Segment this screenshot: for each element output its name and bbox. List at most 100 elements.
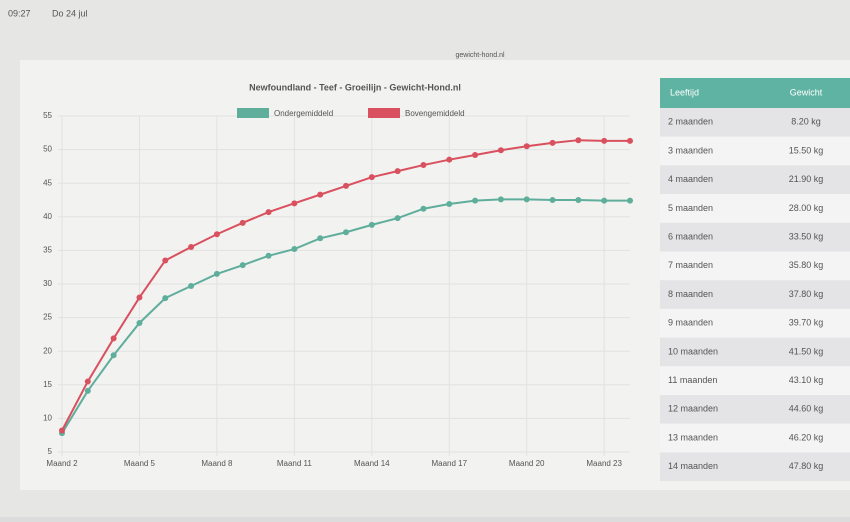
data-point [575,137,582,144]
table-cell: 47.80 kg [789,461,824,471]
data-point [84,378,91,385]
data-point [110,335,117,342]
x-tick-label: Maand 11 [277,459,313,468]
table-cell: 11 maanden [668,375,717,385]
data-point [265,252,272,259]
table-cell: 46.20 kg [789,432,824,442]
table-cell: 8.20 kg [791,117,821,127]
data-point [343,182,349,189]
table-cell: 35.80 kg [789,260,824,270]
x-tick-label: Maand 14 [354,459,390,468]
table-cell: 43.10 kg [789,375,824,385]
table-cell: 28.00 kg [789,203,824,213]
table-cell: 21.90 kg [789,174,824,184]
table-cell: 6 maanden [668,232,713,242]
table-header: Leeftijd [670,87,699,97]
data-point [162,295,169,302]
table-row-bg [660,222,850,252]
url[interactable]: gewicht-hond.nl [455,52,504,59]
table-cell: 41.50 kg [789,346,824,356]
data-point [446,201,453,208]
data-point [601,137,608,144]
table-cell: 4 maanden [668,174,713,184]
data-point [472,151,479,158]
table-header-bg [660,78,850,108]
data-point [265,209,272,216]
y-tick-label: 55 [43,111,52,120]
data-point [188,244,195,251]
data-point [420,162,427,169]
data-point [497,196,504,203]
table-row-bg [660,136,850,166]
data-point [575,197,582,203]
table-row-bg [660,194,850,223]
x-tick-label: Maand 5 [124,459,156,468]
table-cell: 44.60 kg [789,404,824,414]
data-point [368,174,375,181]
data-point [59,427,65,434]
data-point [420,205,427,212]
table-cell: 33.50 kg [789,232,824,242]
y-tick-label: 40 [43,212,52,221]
data-point [110,352,117,359]
data-point [84,387,91,394]
y-tick-label: 20 [43,346,52,355]
y-tick-label: 10 [43,414,52,423]
data-point [394,215,401,222]
data-point [549,139,556,146]
chart: 5 10 15 20 25 30 35 40 45 50 55 Maand 2 Maand 5 Maand… [43,108,633,468]
table-row-bg [660,165,850,195]
data-point [446,156,453,163]
table-cell: 39.70 kg [789,318,824,328]
table-row-bg [660,452,850,482]
table-cell: 5 maanden [668,203,713,213]
y-tick-label: 30 [43,279,52,288]
data-point [239,262,246,269]
x-tick-label: Maand 2 [46,459,78,468]
data-point [472,197,479,204]
table-row-bg [660,108,850,137]
table-cell: 37.80 kg [789,289,824,299]
status-date: Do 24 jul [52,8,88,18]
table-row-bg [660,337,850,367]
data-point [523,196,530,203]
table-cell: 7 maanden [668,260,713,270]
data-point [627,197,633,204]
table-cell: 2 maanden [668,117,713,127]
data-point [601,197,608,204]
data-point [162,257,169,264]
data-point [523,143,530,150]
data-point [213,270,220,277]
table-cell: 10 maanden [668,346,718,356]
data-point [368,221,375,228]
table-cell: 3 maanden [668,145,713,155]
y-tick-label: 15 [43,380,52,389]
table-cell: 14 maanden [668,461,718,471]
x-tick-label: Maand 23 [586,459,622,468]
table-cell: 12 maanden [668,404,718,414]
data-point [497,147,504,154]
data-point [213,231,220,238]
table-row-bg [660,251,850,281]
legend-label: Ondergemiddeld [274,109,333,118]
data-point [627,137,633,144]
table: Leeftijd Gewicht 2 maanden 8.20 kg 3 maanden… [660,78,850,482]
status-time: 09:27 [8,8,31,18]
legend-swatch [237,108,269,118]
table-row-bg [660,366,850,395]
table-cell: 9 maanden [668,318,713,328]
legend-label: Bovengemiddeld [405,109,465,118]
table-cell: 8 maanden [668,289,713,299]
x-tick-label: Maand 20 [509,459,545,468]
data-point [188,283,195,290]
data-point [291,200,298,207]
data-point [317,191,324,198]
table-row-bg [660,280,850,309]
table-row-bg [660,308,850,338]
x-tick-label: Maand 8 [201,459,233,468]
y-tick-label: 50 [43,145,52,154]
legend-swatch [368,108,400,118]
table-row-bg [660,395,850,424]
table-cell: 15.50 kg [789,145,824,155]
